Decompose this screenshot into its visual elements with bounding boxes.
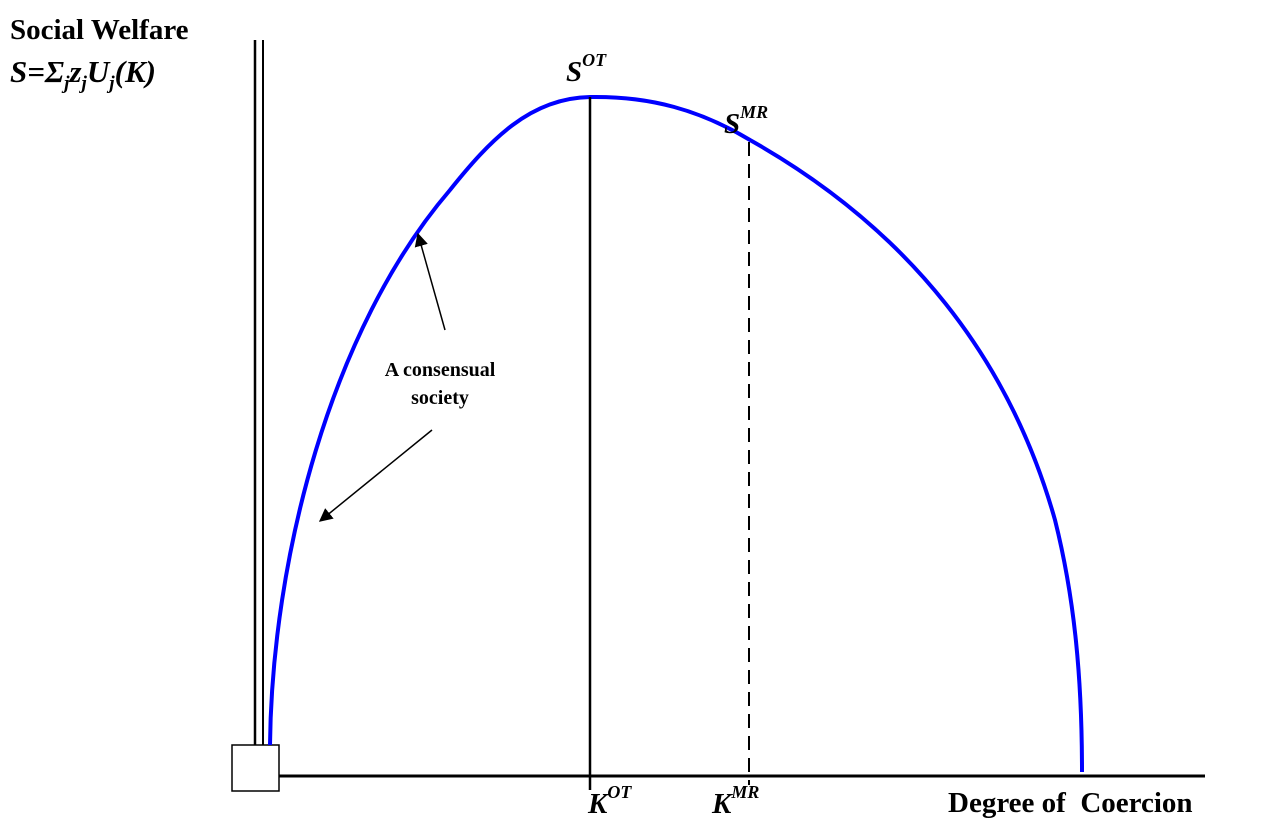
y-axis-title: Social Welfare (10, 14, 189, 46)
formula-equals: = (27, 54, 45, 89)
k-mr-superscript: MR (731, 781, 760, 802)
origin-box (231, 744, 280, 792)
s-mr-superscript: MR (740, 101, 769, 122)
curve-annotation-line1: A consensual (384, 359, 496, 381)
formula-u: U (86, 54, 110, 89)
curve-annotation-line2: society (411, 387, 469, 409)
s-ot-base: S (566, 56, 583, 88)
k-ot-base: K (588, 788, 608, 820)
annotation-arrow-lower (318, 429, 433, 522)
k-mr-base: K (712, 788, 732, 820)
k-ot-label: KOT (588, 783, 631, 820)
curve-annotation: A consensual society (350, 356, 530, 412)
formula-sigma-subscript: j (64, 72, 70, 94)
formula-u-subscript: j (109, 72, 115, 94)
formula-z-subscript: j (81, 72, 87, 94)
welfare-curve (268, 94, 1084, 773)
y-axis-formula: S=ΣjzjUj(K) (10, 54, 156, 93)
formula-lhs: S (10, 54, 28, 89)
formula-sigma: Σ (44, 54, 65, 89)
x-axis-title: Degree of Coercion (948, 787, 1193, 819)
s-mr-base: S (724, 108, 741, 140)
k-mr-label: KMR (712, 783, 759, 820)
formula-argument: (K) (114, 54, 156, 89)
formula-z: z (69, 54, 82, 89)
annotation-arrow-upper (414, 232, 446, 331)
k-ot-superscript: OT (607, 781, 632, 802)
s-ot-superscript: OT (582, 49, 607, 70)
s-ot-label: SOT (566, 51, 606, 88)
s-mr-label: SMR (724, 103, 768, 140)
